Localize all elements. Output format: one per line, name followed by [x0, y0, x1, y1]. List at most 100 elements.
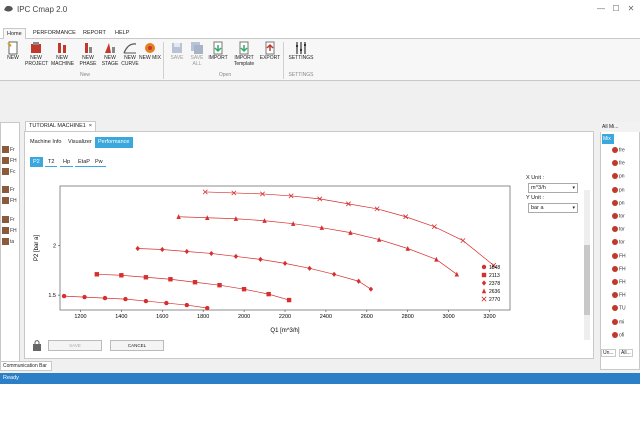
- tree-item-label: FH: [10, 157, 17, 164]
- maximize-icon[interactable]: ☐: [612, 4, 620, 13]
- mix-icon: [612, 199, 618, 206]
- lock-icon[interactable]: [32, 339, 42, 351]
- export-label: EXPORT: [259, 55, 281, 61]
- series-2113: [94, 272, 292, 303]
- mix-list-item[interactable]: pn: [612, 173, 638, 182]
- save-all-button[interactable]: SAVE ALL: [186, 41, 208, 67]
- mix-item-label: FH: [619, 266, 626, 273]
- tab-etap[interactable]: EtaP: [75, 157, 93, 167]
- mix-item-label: TU: [619, 305, 626, 312]
- mix-icon: [612, 331, 618, 338]
- series-2770: [202, 189, 497, 268]
- tree-item[interactable]: FH: [2, 197, 18, 206]
- new-button[interactable]: NEW: [2, 41, 24, 62]
- mix-list-item[interactable]: TU: [612, 305, 638, 314]
- new-project-label: NEW PROJECT: [25, 55, 49, 67]
- legend-label: 2770: [489, 297, 500, 303]
- mix-list-item[interactable]: FH: [612, 279, 638, 288]
- mix-list-item[interactable]: FH: [612, 252, 638, 262]
- close-tab-icon[interactable]: ×: [88, 123, 92, 129]
- tab-visualizer[interactable]: Visualizer: [68, 139, 92, 145]
- data-point: [135, 245, 140, 252]
- mix-list-item[interactable]: tor: [612, 226, 638, 235]
- new-curve-button[interactable]: NEW CURVE: [119, 41, 141, 67]
- machine-icon: [2, 238, 9, 245]
- save-ribbon-button[interactable]: SAVE: [166, 41, 188, 62]
- x-unit-label: X Unit :: [526, 175, 545, 181]
- new-file-icon: [7, 41, 18, 55]
- data-point: [290, 221, 296, 226]
- menu-tab-performance[interactable]: PERFORMANCE: [33, 30, 76, 36]
- mix-list-item[interactable]: mi: [612, 318, 638, 328]
- tree-item-label: Fc: [10, 168, 16, 175]
- tab-p2[interactable]: P2: [30, 157, 43, 167]
- cancel-button[interactable]: CANCEL: [110, 340, 164, 351]
- mix-list-item[interactable]: fre: [612, 147, 638, 156]
- data-point: [168, 277, 173, 282]
- new-phase-button[interactable]: NEW PHASE: [77, 41, 99, 67]
- menu-tab-report[interactable]: REPORT: [83, 30, 106, 36]
- tree-item[interactable]: FH: [2, 227, 18, 236]
- x-tick-label: 3000: [443, 314, 455, 320]
- tab-t2[interactable]: T2: [45, 157, 58, 167]
- machine-icon: [2, 186, 9, 193]
- tree-item[interactable]: ta: [2, 238, 18, 247]
- settings-button[interactable]: SETTINGS: [287, 41, 315, 62]
- import-template-button[interactable]: IMPORT Template: [230, 41, 258, 67]
- import-button[interactable]: IMPORT: [207, 41, 229, 62]
- new-phase-label: NEW PHASE: [79, 55, 97, 67]
- tree-item[interactable]: Fr: [2, 146, 18, 155]
- legend-label: 2636: [489, 289, 500, 295]
- mix-list-item[interactable]: ofi: [612, 331, 638, 341]
- save-button[interactable]: SAVE: [48, 340, 102, 351]
- mix-library-panel: [600, 122, 640, 370]
- tree-item[interactable]: Fr: [2, 186, 18, 195]
- data-point: [356, 278, 361, 284]
- export-button[interactable]: EXPORT: [259, 41, 281, 62]
- x-unit-select[interactable]: m^3/h ▾: [528, 183, 578, 193]
- mix-list-item[interactable]: tor: [612, 239, 638, 248]
- tree-item[interactable]: Fc: [2, 168, 18, 177]
- y-tick-label: 2: [53, 244, 56, 250]
- mix-list-item[interactable]: tor: [612, 213, 638, 222]
- new-project-button[interactable]: NEW PROJECT: [25, 41, 49, 67]
- mix-icon: [612, 186, 618, 193]
- y-unit-select[interactable]: bar a ▾: [528, 203, 578, 213]
- save-icon: [172, 43, 182, 53]
- chevron-down-icon: ▾: [572, 185, 575, 191]
- scrollbar-thumb[interactable]: [584, 245, 590, 315]
- mix-list-item[interactable]: FH: [612, 292, 638, 301]
- new-mix-label: NEW MIX: [139, 55, 161, 61]
- mix-filter-button[interactable]: Mix: [602, 134, 614, 144]
- mix-icon: [612, 252, 618, 259]
- new-stage-button[interactable]: NEW STAGE: [99, 41, 121, 67]
- tree-item[interactable]: Fr: [2, 216, 18, 225]
- legend-label: 2378: [489, 281, 500, 287]
- mix-list-item[interactable]: pn: [612, 199, 638, 209]
- document-tab[interactable]: TUTORIAL MACHINE1 ×: [25, 121, 96, 131]
- tab-all[interactable]: All...: [619, 349, 633, 357]
- tab-hp[interactable]: Hp: [60, 157, 74, 167]
- menu-tab-help[interactable]: HELP: [115, 30, 130, 36]
- communication-bar-tab[interactable]: Communication Bar: [0, 361, 52, 371]
- tab-machine-info[interactable]: Machine Info: [30, 139, 62, 145]
- close-icon[interactable]: ✕: [627, 4, 635, 13]
- tab-pw[interactable]: Pw: [92, 157, 106, 167]
- tree-item[interactable]: FH: [2, 157, 18, 166]
- legend-label: 2113: [489, 273, 500, 279]
- mix-item-label: tor: [619, 226, 625, 233]
- tab-performance[interactable]: Performance: [95, 137, 133, 148]
- data-point: [286, 297, 292, 303]
- series-1848: [61, 293, 210, 311]
- new-machine-button[interactable]: NEW MACHINE: [51, 41, 74, 67]
- mix-list-item[interactable]: FH: [612, 265, 638, 275]
- import-label: IMPORT: [208, 55, 228, 61]
- mix-list-item[interactable]: fre: [612, 160, 638, 169]
- new-mix-button[interactable]: NEW MIX: [139, 41, 161, 62]
- minimize-icon[interactable]: —: [597, 4, 605, 13]
- mix-list-item[interactable]: pn: [612, 186, 638, 196]
- menu-tab-home[interactable]: Home: [3, 28, 26, 39]
- ribbon-separator: [283, 42, 284, 79]
- tab-units[interactable]: Un...: [601, 349, 616, 357]
- mix-item-label: fre: [619, 147, 625, 154]
